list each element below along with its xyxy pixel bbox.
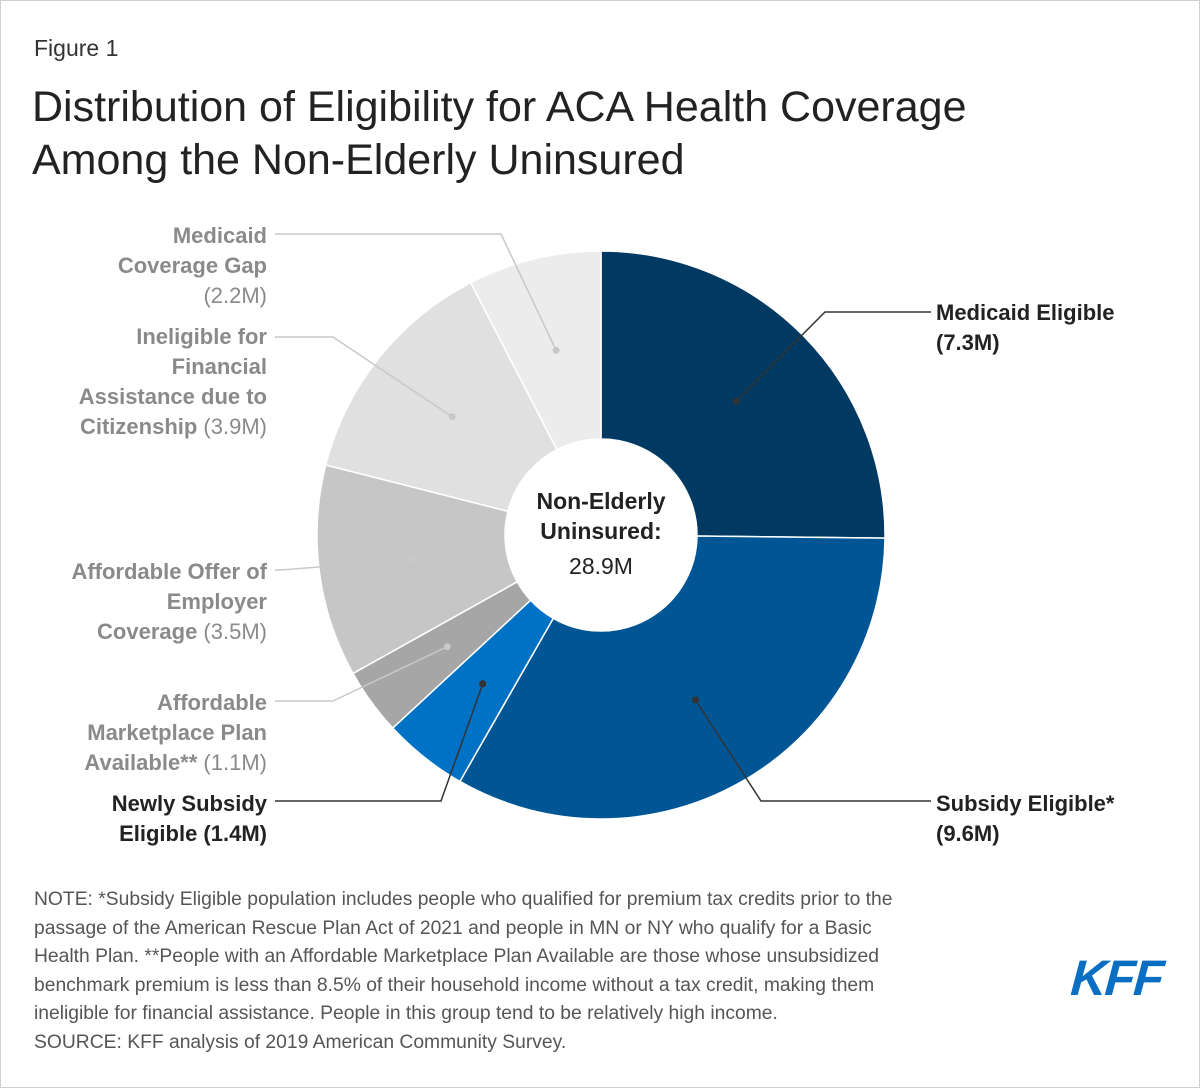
label-name: Ineligible for	[136, 324, 267, 349]
label-line: Citizenship (3.9M)	[80, 414, 267, 439]
note-line-1: NOTE: *Subsidy Eligible population inclu…	[34, 889, 893, 910]
dot-medicaid_eligible	[732, 397, 740, 405]
label-name: Affordable	[157, 690, 267, 715]
label-line: Ineligible for	[136, 324, 267, 349]
label-name: Financial	[172, 354, 267, 379]
label-name: Medicaid Eligible	[936, 300, 1114, 325]
leader-lines	[275, 233, 931, 802]
slice-labels: Medicaid Eligible (7.3M) Subsidy Eligible*…	[71, 223, 1114, 846]
label-name: Marketplace Plan	[87, 720, 267, 745]
dot-subsidy_eligible	[691, 696, 699, 704]
leader-citizenship	[275, 336, 453, 418]
label-line: Affordable	[157, 690, 267, 715]
label-name: Available**	[84, 750, 197, 775]
label-coverage_gap: Medicaid Coverage Gap (2.2M)	[118, 223, 267, 308]
label-citizenship: Ineligible for Financial Assistance due to…	[79, 324, 268, 439]
leader-affordable_employer	[275, 558, 413, 571]
chart-title-line-1: Distribution of Eligibility for ACA Heal…	[32, 83, 967, 131]
label-line: Eligible (1.4M)	[119, 821, 267, 846]
label-name: Medicaid	[173, 223, 267, 248]
note-source: SOURCE: KFF analysis of 2019 American Co…	[34, 1031, 567, 1053]
dot-newly_subsidy_eligible	[479, 680, 487, 688]
label-value: (3.9M)	[197, 414, 267, 439]
leader-affordable_marketplace	[275, 646, 448, 702]
label-value: (2.2M)	[203, 283, 267, 308]
note-line-2: passage of the American Rescue Plan Act …	[34, 917, 872, 939]
label-line: Coverage (3.5M)	[97, 619, 267, 644]
leader-newly_subsidy_eligible	[275, 683, 484, 802]
kff-logo: KFF	[1069, 950, 1165, 1006]
leader-coverage_gap	[275, 233, 557, 351]
label-name: Subsidy Eligible*	[936, 791, 1115, 816]
label-line: (9.6M)	[936, 821, 1000, 846]
label-line: Affordable Offer of	[71, 559, 267, 584]
label-line: Medicaid Eligible	[936, 300, 1114, 325]
label-name: Citizenship	[80, 414, 197, 439]
chart-note: NOTE: *Subsidy Eligible population inclu…	[34, 886, 1024, 1058]
label-subsidy_eligible: Subsidy Eligible* (9.6M)	[936, 791, 1115, 846]
label-name: Assistance due to	[79, 384, 267, 409]
label-value: (1.1M)	[197, 750, 267, 775]
label-name: (7.3M)	[936, 330, 1000, 355]
label-line: Newly Subsidy	[112, 791, 268, 816]
label-name: Coverage	[97, 619, 197, 644]
label-line: Available** (1.1M)	[84, 750, 267, 775]
label-name: Newly Subsidy	[112, 791, 268, 816]
slice-citizenship	[324, 281, 558, 513]
note-line-5: ineligible for financial assistance. Peo…	[34, 1003, 778, 1025]
chart-title: Distribution of Eligibility for ACA Heal…	[32, 81, 1152, 187]
center-label-line-2: Uninsured:	[540, 518, 661, 544]
label-name: Coverage Gap	[118, 253, 267, 278]
dot-coverage_gap	[552, 346, 560, 354]
label-line: Financial	[172, 354, 267, 379]
chart-title-line-2: Among the Non-Elderly Uninsured	[32, 136, 685, 184]
note-line-3: Health Plan. **People with an Affordable…	[34, 946, 879, 968]
label-line: Assistance due to	[79, 384, 267, 409]
slice-subsidy_eligible	[458, 535, 886, 820]
center-label-line-1: Non-Elderly	[536, 488, 665, 514]
label-name: Eligible (1.4M)	[119, 821, 267, 846]
leader-medicaid_eligible	[735, 311, 931, 402]
dot-affordable_marketplace	[443, 643, 451, 651]
label-line: Employer	[167, 589, 268, 614]
label-line: Coverage Gap	[118, 253, 267, 278]
label-line: Medicaid	[173, 223, 267, 248]
slice-affordable_employer	[316, 464, 519, 675]
leader-subsidy_eligible	[694, 699, 931, 802]
label-name: Affordable Offer of	[71, 559, 267, 584]
label-line: (2.2M)	[203, 283, 267, 308]
center-total-value: 28.9M	[569, 553, 633, 579]
label-line: Marketplace Plan	[87, 720, 267, 745]
label-name: (9.6M)	[936, 821, 1000, 846]
label-value: (3.5M)	[197, 619, 267, 644]
label-line: Subsidy Eligible*	[936, 791, 1115, 816]
figure-label: Figure 1	[34, 35, 119, 61]
label-line: (7.3M)	[936, 330, 1000, 355]
label-affordable_employer: Affordable Offer of Employer Coverage (3.5…	[71, 559, 267, 644]
donut-slices	[316, 250, 886, 820]
note-line-4: benchmark premium is less than 8.5% of t…	[34, 974, 875, 996]
dot-affordable_employer	[409, 556, 417, 564]
slice-coverage_gap	[469, 250, 602, 451]
label-affordable_marketplace: Affordable Marketplace Plan Available** (1…	[84, 690, 267, 775]
label-medicaid_eligible: Medicaid Eligible (7.3M)	[936, 300, 1114, 355]
label-newly_subsidy_eligible: Newly Subsidy Eligible (1.4M)	[112, 791, 268, 846]
dot-citizenship	[448, 413, 456, 421]
label-name: Employer	[167, 589, 268, 614]
